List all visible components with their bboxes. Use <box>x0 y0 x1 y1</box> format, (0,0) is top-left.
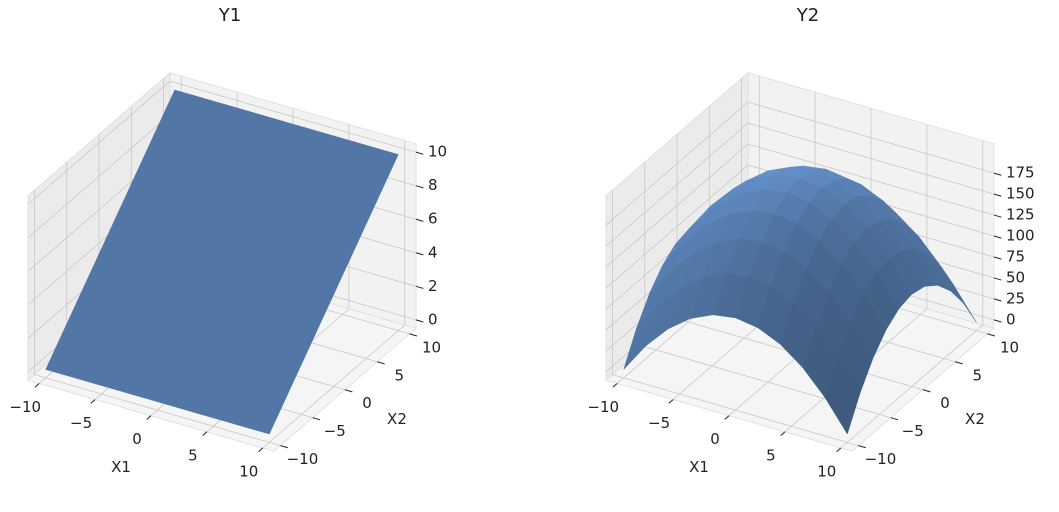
grid-line <box>605 122 749 247</box>
y-tick-label: −5 <box>324 422 346 440</box>
z-tick-label: 25 <box>1006 289 1025 307</box>
x-tick-label: −10 <box>9 398 41 416</box>
z-tick-label: 100 <box>1006 227 1035 245</box>
grid-line <box>605 101 749 226</box>
z-tick <box>993 235 1002 239</box>
y-tick-label: 0 <box>940 394 950 412</box>
z-tick <box>415 151 424 155</box>
x-tick <box>780 431 786 436</box>
x-tick <box>202 431 208 436</box>
x-tick-label: 10 <box>817 462 836 480</box>
y-tick <box>858 445 866 449</box>
z-tick <box>415 252 424 256</box>
z-tick <box>415 319 424 323</box>
x-tick <box>612 383 618 388</box>
y-tick-label: −5 <box>902 422 924 440</box>
x-tick-label: −5 <box>648 414 670 432</box>
subplot: −10 −5 0 5 10 −10 −5 0 5 10 0 2 4 6 8 10 X1 X2 Y1 <box>9 5 447 480</box>
z-tick-label: 50 <box>1006 268 1025 286</box>
x-tick-label: 5 <box>766 446 776 464</box>
grid-line <box>612 374 859 447</box>
x-tick <box>146 415 152 420</box>
x-tick-label: 0 <box>710 430 720 448</box>
y-tick-label: −10 <box>287 450 319 468</box>
z-tick <box>415 285 424 289</box>
z-tick-label: 0 <box>428 310 438 328</box>
z-tick-label: 175 <box>1006 164 1035 182</box>
z-tick <box>415 185 424 189</box>
grid-line <box>169 80 417 153</box>
subplot: −10−50510−10−505100255075100125150175X1X… <box>587 5 1034 480</box>
y-tick-label: 5 <box>972 366 982 384</box>
grid-line <box>27 80 171 205</box>
z-tick <box>993 298 1002 302</box>
y-tick <box>280 445 288 449</box>
y-tick <box>377 361 385 365</box>
grid-line <box>747 101 995 174</box>
x-axis-label: X1 <box>111 458 131 476</box>
surface-cell <box>246 399 283 435</box>
z-tick-label: 2 <box>428 277 438 295</box>
y-tick-label: 0 <box>362 394 372 412</box>
grid-line <box>34 374 281 447</box>
x-tick-label: −5 <box>70 414 92 432</box>
surface-cell <box>779 302 816 368</box>
y-tick <box>312 417 321 421</box>
chart-title: Y2 <box>796 5 819 26</box>
y-axis-label: X2 <box>965 410 985 428</box>
z-tick-label: 0 <box>1006 310 1016 328</box>
grid-line <box>605 164 749 289</box>
x-tick <box>258 447 264 453</box>
z-tick-label: 125 <box>1006 206 1035 224</box>
y-tick <box>890 417 899 421</box>
x-tick-label: −10 <box>587 398 619 416</box>
x-tick <box>668 399 674 404</box>
x-tick-label: 10 <box>239 462 258 480</box>
x-tick-label: 5 <box>188 446 198 464</box>
z-tick-label: 6 <box>428 210 438 228</box>
x-tick-label: 0 <box>132 430 142 448</box>
y-axis-label: X2 <box>387 410 407 428</box>
grid-line <box>605 143 749 268</box>
y-tick-label: −10 <box>865 450 897 468</box>
z-tick-label: 150 <box>1006 185 1035 203</box>
x-tick <box>724 415 730 420</box>
y-tick <box>922 389 931 393</box>
chart-title: Y1 <box>218 5 241 26</box>
y-tick-label: 10 <box>422 338 441 356</box>
z-tick-label: 8 <box>428 176 438 194</box>
z-tick <box>993 256 1002 260</box>
z-tick-label: 75 <box>1006 247 1025 265</box>
z-tick <box>993 319 1002 323</box>
grid-line <box>747 122 995 195</box>
z-tick <box>993 214 1002 218</box>
y-tick <box>409 333 418 337</box>
z-tick <box>415 218 424 222</box>
z-tick <box>993 193 1002 197</box>
grid-line <box>747 143 995 216</box>
x-tick <box>90 399 96 404</box>
z-tick-label: 4 <box>428 243 438 261</box>
z-tick <box>993 172 1002 176</box>
y-tick-label: 5 <box>394 366 404 384</box>
grid-line <box>27 114 171 238</box>
y-tick <box>955 361 963 365</box>
y-tick <box>987 333 996 337</box>
x-axis-label: X1 <box>689 458 709 476</box>
z-tick <box>993 277 1002 281</box>
z-tick-label: 10 <box>428 143 447 161</box>
x-tick <box>34 383 40 388</box>
y-tick <box>344 389 353 393</box>
x-tick <box>836 447 842 453</box>
y-tick-label: 10 <box>1000 338 1019 356</box>
